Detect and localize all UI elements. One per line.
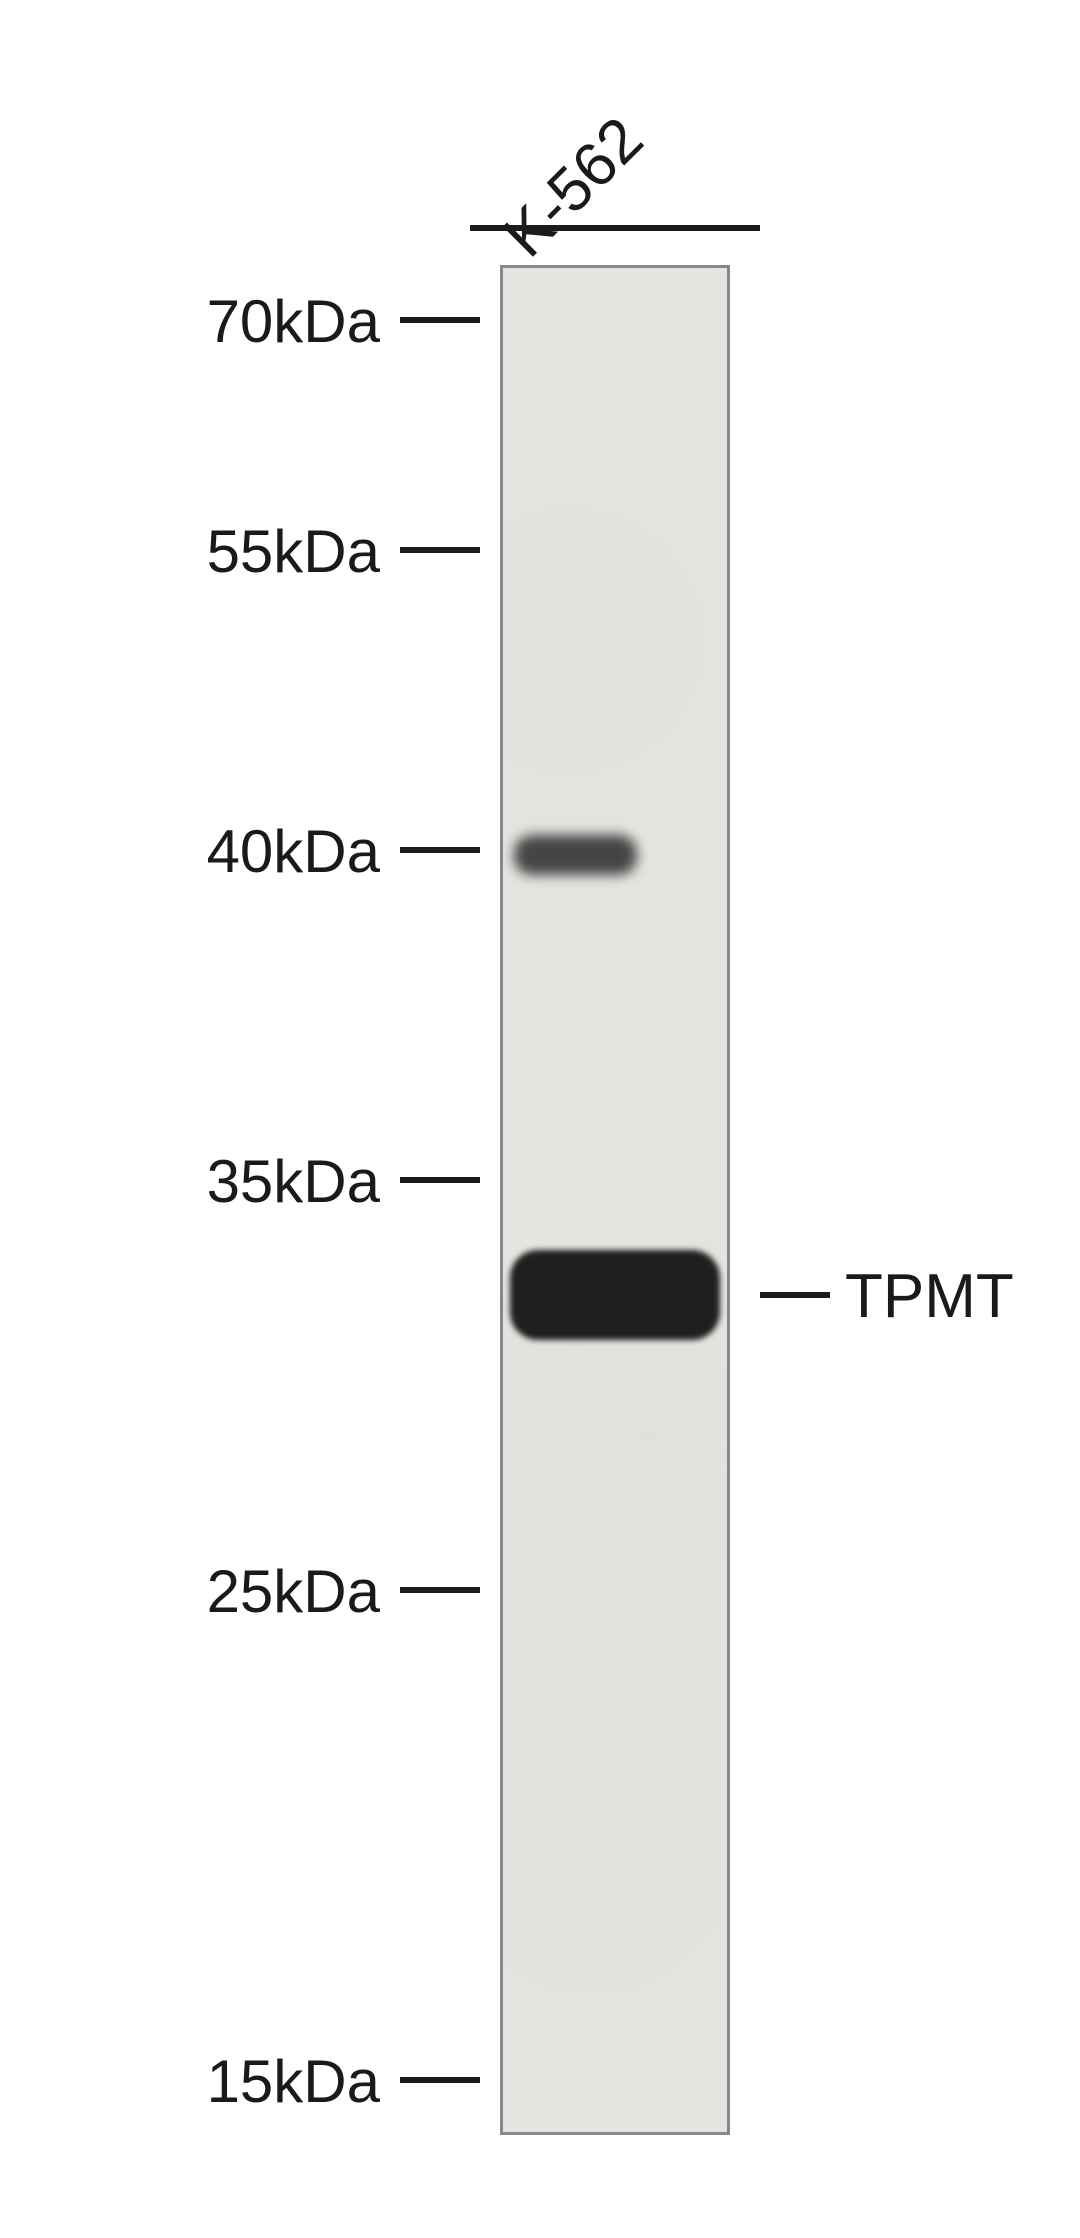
mw-label: 55kDa [207,517,380,586]
target-tick [760,1292,830,1298]
mw-tick [400,317,480,323]
mw-label: 40kDa [207,817,380,886]
mw-tick [400,547,480,553]
band-nonspecific-40kda [514,835,637,875]
mw-label: 15kDa [207,2047,380,2116]
lane-header-underline [470,225,760,231]
mw-label: 35kDa [207,1147,380,1216]
mw-tick [400,847,480,853]
lane-header-label: K-562 [490,104,657,271]
mw-tick [400,2077,480,2083]
mw-label: 70kDa [207,287,380,356]
lane-box [500,265,730,2135]
lane-background-texture [503,268,727,2132]
target-label: TPMT [845,1261,1014,1332]
band-tpmt-main [510,1250,721,1340]
mw-label: 25kDa [207,1557,380,1626]
blot-canvas: K-562 TPMT 70kDa 55kDa 40kDa 35kDa 25kDa 15kD… [0,0,1080,2238]
mw-tick [400,1587,480,1593]
mw-tick [400,1177,480,1183]
